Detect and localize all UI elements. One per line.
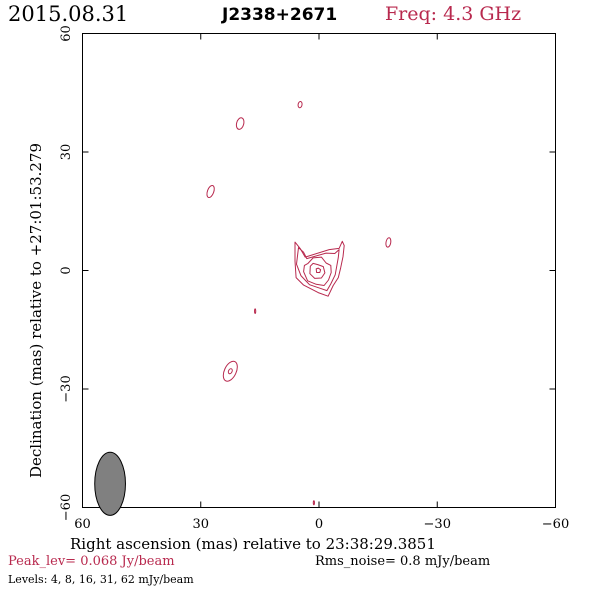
contour-levels: Levels: 4, 8, 16, 31, 62 mJy/beam (8, 573, 194, 586)
y-tick-label: −30 (59, 375, 74, 402)
y-tick-labels: −60 −30 0 30 60 (59, 25, 74, 521)
beam (94, 451, 126, 516)
y-axis-label: Declination (mas) relative to +27:01:53.… (27, 143, 45, 478)
x-tick-labels: 60 30 0 −30 −60 (74, 517, 569, 532)
component-contour-6 (222, 360, 238, 382)
frequency-label: Freq: 4.3 GHz (385, 3, 522, 25)
observation-date: 2015.08.31 (8, 2, 129, 26)
axis-ticks (82, 33, 556, 508)
x-tick-label: −60 (542, 517, 569, 532)
source-name: J2338+2671 (222, 5, 338, 25)
y-tick-label: 60 (59, 25, 74, 42)
component-contour-4 (385, 237, 392, 248)
x-tick-label: −30 (424, 517, 451, 532)
peak-level: Peak_lev= 0.068 Jy/beam (8, 554, 175, 569)
beam-ellipse (94, 451, 126, 516)
rms-noise: Rms_noise= 0.8 mJy/beam (315, 554, 491, 569)
core-contour-3 (303, 256, 332, 286)
component-contour-5 (254, 308, 257, 315)
core-contour-1 (294, 240, 345, 297)
core-contour-2 (296, 247, 340, 292)
core-contour-4 (309, 262, 326, 279)
component-contour-1 (206, 184, 215, 199)
core-contour-5 (315, 267, 322, 273)
contours (206, 100, 392, 506)
component-contour-2 (235, 117, 245, 130)
y-tick-label: 0 (59, 266, 74, 274)
y-tick-label: 30 (59, 144, 74, 161)
plot-frame (82, 33, 556, 508)
x-tick-label: 60 (74, 517, 91, 532)
y-tick-label: −60 (59, 494, 74, 521)
component-inner-contour (227, 368, 233, 375)
x-axis-label: Right ascension (mas) relative to 23:38:… (70, 535, 436, 553)
x-tick-label: 0 (315, 517, 323, 532)
component-contour-7 (312, 500, 315, 506)
x-tick-label: 30 (192, 517, 209, 532)
component-contour-3 (297, 100, 303, 109)
